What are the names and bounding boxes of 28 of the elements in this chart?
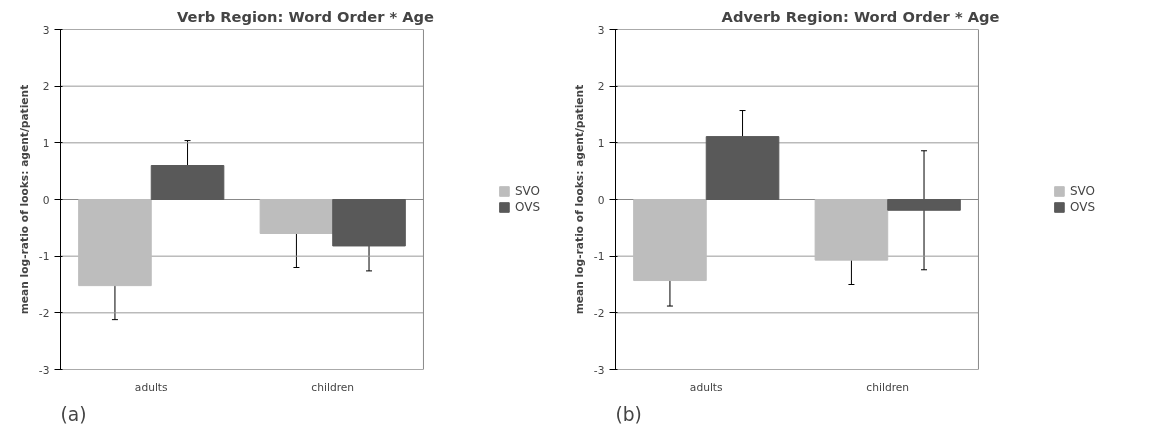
legend-label: OVS	[1069, 200, 1095, 214]
y-tick-label: 1	[597, 136, 605, 150]
y-tick-label: 0	[42, 193, 50, 207]
chart-title: Adverb Region: Word Order * Age	[721, 7, 1000, 25]
y-tick-label: 1	[42, 136, 50, 150]
x-tick-label: children	[866, 380, 910, 394]
y-tick-label: -3	[593, 363, 605, 377]
y-tick-label: 2	[42, 80, 50, 94]
y-tick-label: -1	[38, 250, 50, 264]
legend-label: SVO	[1069, 184, 1095, 198]
y-tick-label: -2	[38, 306, 50, 320]
y-axis-title: mean log-ratio of looks: agent/patient	[572, 84, 586, 315]
text: (b)	[615, 403, 642, 425]
legend-label: OVS	[514, 200, 540, 214]
y-tick-label: -1	[593, 250, 605, 264]
legend-label: SVO	[514, 184, 540, 198]
y-tick-label: 0	[597, 193, 605, 207]
y-tick-label: 3	[42, 23, 50, 37]
x-tick-label: adults	[134, 380, 169, 394]
y-tick-label: -2	[593, 306, 605, 320]
x-tick-label: children	[311, 380, 355, 394]
x-tick-label: adults	[689, 380, 724, 394]
text: (a)	[60, 403, 87, 425]
y-tick-label: -3	[38, 363, 50, 377]
y-axis-title: mean log-ratio of looks: agent/patient	[17, 84, 31, 315]
chart-title: Verb Region: Word Order * Age	[176, 7, 435, 25]
y-tick-label: 3	[597, 23, 605, 37]
y-tick-label: 2	[597, 80, 605, 94]
